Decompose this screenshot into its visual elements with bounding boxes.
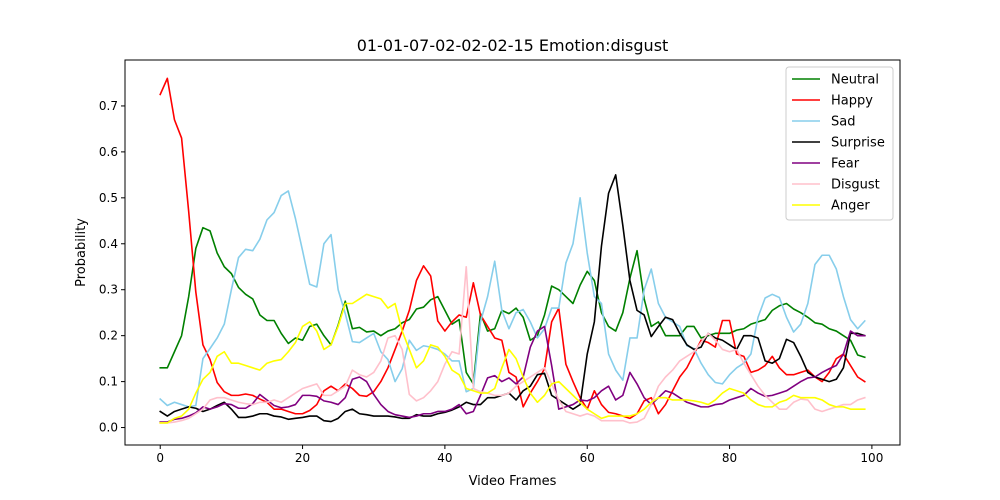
legend-label-sad: Sad (831, 115, 855, 130)
series-line-disgust (159, 265, 866, 424)
x-axis: 0 20 40 60 80 100 (156, 445, 883, 465)
series-lines (159, 77, 866, 424)
y-tick-label-1: 0.1 (99, 375, 118, 389)
series-line-neutral (159, 226, 866, 385)
y-tick-label-2: 0.2 (99, 329, 118, 343)
legend-box (785, 66, 894, 221)
legend-label-fear: Fear (831, 157, 860, 172)
y-tick-label-7: 0.7 (99, 99, 118, 113)
x-tick-label-5: 100 (860, 451, 883, 465)
y-tick-label-6: 0.6 (99, 145, 118, 159)
plot-frame (124, 59, 901, 446)
legend: Neutral Happy Sad Surprise Fear Disgust Anger (785, 66, 894, 221)
series-line-sad (159, 190, 866, 408)
legend-label-surprise: Surprise (831, 136, 885, 151)
legend-label-disgust: Disgust (831, 178, 880, 193)
x-axis-label: Video Frames (469, 474, 557, 489)
legend-label-happy: Happy (831, 94, 873, 109)
series-line-fear (159, 325, 866, 423)
series-line-happy (159, 77, 866, 420)
x-tick-label-3: 60 (580, 451, 595, 465)
y-tick-label-0: 0.0 (99, 421, 118, 435)
y-axis-label: Probability (74, 218, 89, 287)
legend-label-anger: Anger (831, 199, 870, 214)
series-line-anger (159, 293, 866, 424)
x-tick-label-2: 40 (437, 451, 452, 465)
x-tick-label-4: 80 (722, 451, 737, 465)
legend-label-neutral: Neutral (831, 73, 879, 88)
y-tick-label-5: 0.5 (99, 191, 118, 205)
x-tick-label-0: 0 (156, 451, 164, 465)
plot-area (124, 59, 901, 446)
y-tick-label-3: 0.3 (99, 283, 118, 297)
y-axis: 0.0 0.1 0.2 0.3 0.4 0.5 0.6 0.7 (99, 99, 125, 435)
chart-title: 01-01-07-02-02-02-15 Emotion:disgust (357, 36, 669, 55)
series-line-surprise (159, 174, 866, 423)
x-tick-label-1: 20 (295, 451, 310, 465)
y-tick-label-4: 0.4 (99, 237, 118, 251)
